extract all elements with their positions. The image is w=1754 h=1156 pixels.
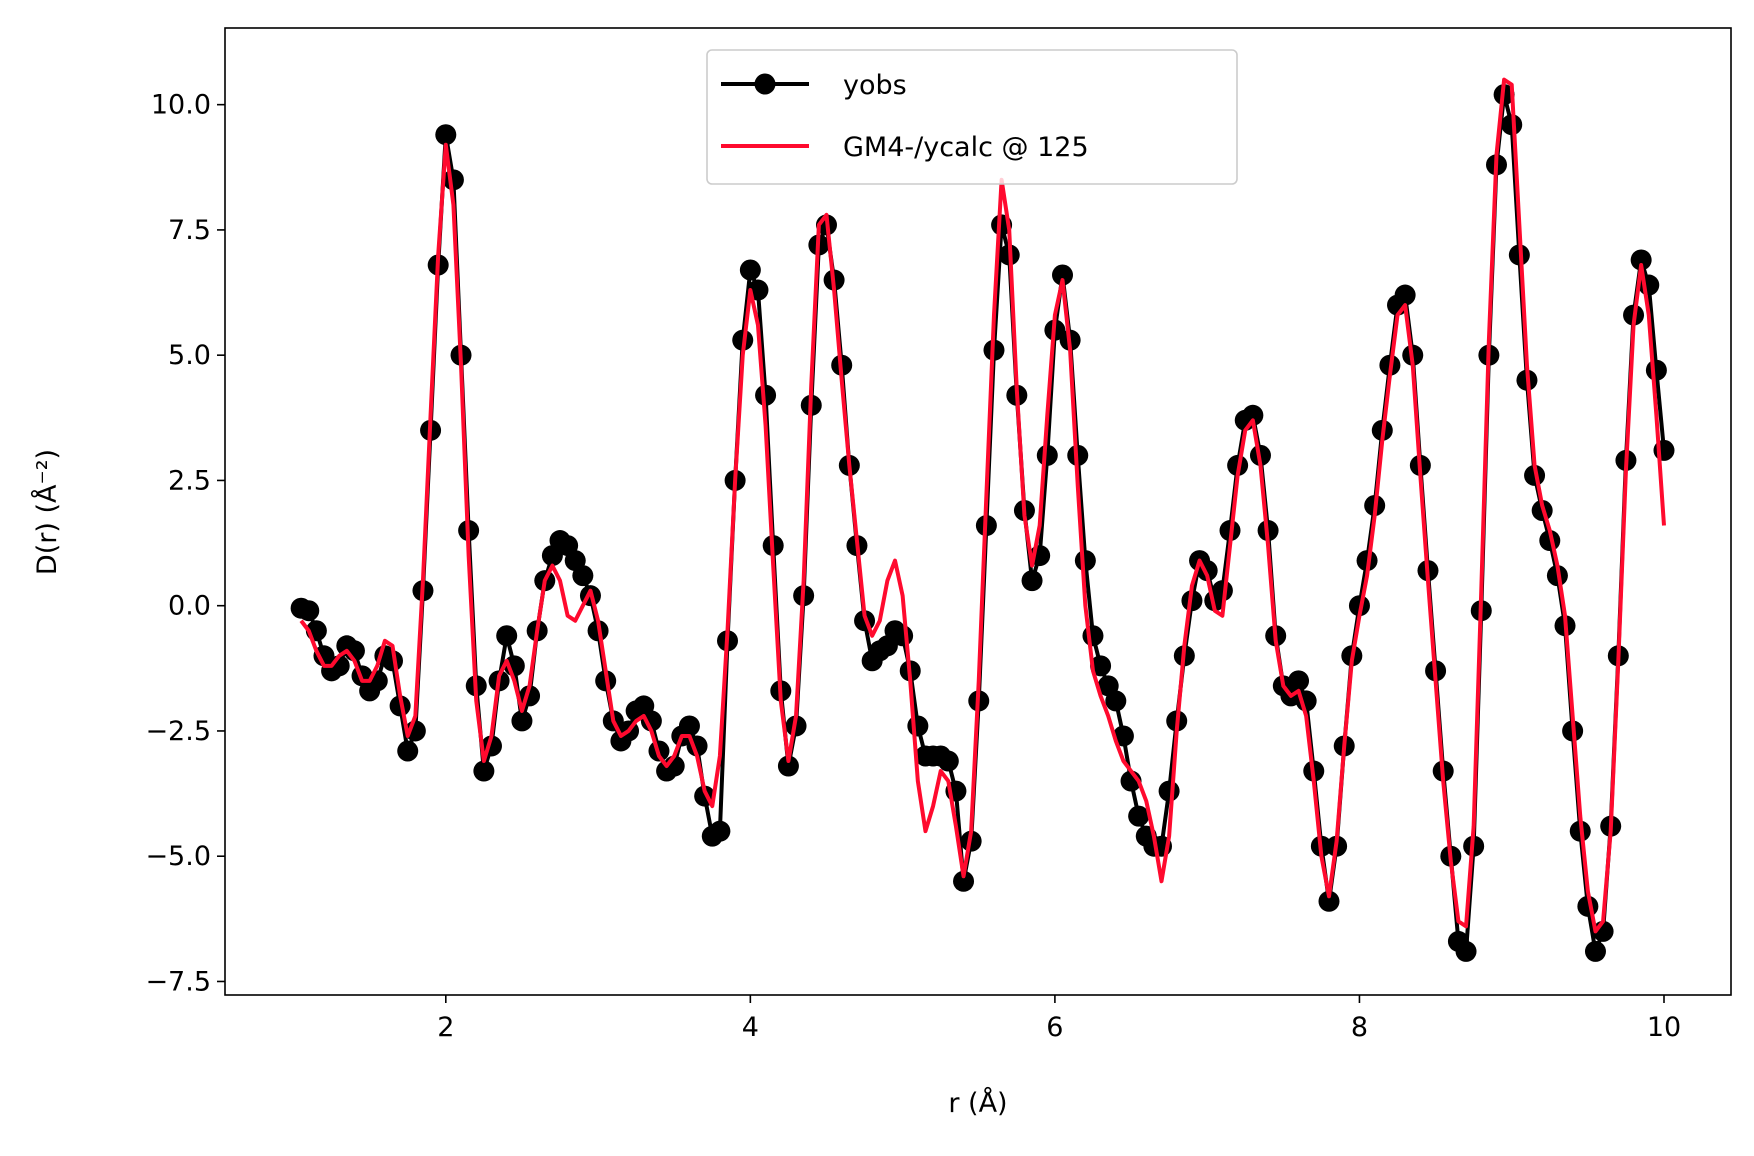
data-point (1501, 114, 1523, 136)
legend-label: yobs (843, 70, 907, 101)
data-point (1090, 655, 1112, 677)
data-point (1074, 550, 1096, 572)
data-point (1036, 444, 1058, 466)
data-point (739, 259, 761, 281)
data-point (1645, 359, 1667, 381)
x-tick-label: 6 (1046, 1012, 1063, 1043)
data-point (442, 169, 464, 191)
y-tick-label: −2.5 (145, 716, 211, 747)
data-point (1630, 249, 1652, 271)
data-point (1052, 264, 1074, 286)
plot-frame (224, 27, 1732, 996)
y-tick-label: 0.0 (168, 591, 211, 622)
x-tick-label: 10 (1647, 1012, 1681, 1043)
data-point (473, 760, 495, 782)
legend-marker (754, 73, 776, 95)
data-point (1112, 725, 1134, 747)
series-line (299, 77, 1666, 934)
y-tick-label: 10.0 (151, 90, 211, 121)
data-point (298, 600, 320, 622)
data-point (678, 715, 700, 737)
x-tick-label: 2 (437, 1012, 454, 1043)
data-point (382, 650, 404, 672)
data-point (1128, 805, 1150, 827)
data-point (777, 755, 799, 777)
x-axis-label: r (Å) (948, 1087, 1007, 1119)
y-tick-label: 7.5 (168, 215, 211, 246)
y-tick-label: −7.5 (145, 966, 211, 997)
data-point (937, 750, 959, 772)
data-point (1242, 404, 1264, 426)
data-point (496, 625, 518, 647)
data-point (1288, 670, 1310, 692)
data-point (1158, 780, 1180, 802)
data-point (1021, 570, 1043, 592)
y-tick-label: 5.0 (168, 340, 211, 371)
data-point (435, 124, 457, 146)
legend-label: GM4-/ycalc @ 125 (843, 132, 1089, 163)
data-point (907, 715, 929, 737)
data-point (1394, 284, 1416, 306)
y-tick-label: 2.5 (168, 465, 211, 496)
data-point (709, 820, 731, 842)
data-point (953, 870, 975, 892)
data-point (397, 740, 419, 762)
legend-box (706, 49, 1238, 185)
data-point (1105, 690, 1127, 712)
data-point (1455, 940, 1477, 962)
data-point (1318, 890, 1340, 912)
data-point (572, 565, 594, 587)
data-point (511, 710, 533, 732)
x-tick-label: 8 (1351, 1012, 1368, 1043)
y-axis-label: D(r) (Å⁻²) (31, 449, 63, 575)
data-point (755, 384, 777, 406)
y-tick-label: −5.0 (145, 841, 211, 872)
x-tick-label: 4 (742, 1012, 759, 1043)
data-point (1082, 625, 1104, 647)
data-point (1584, 940, 1606, 962)
data-point (892, 625, 914, 647)
data-point (640, 710, 662, 732)
